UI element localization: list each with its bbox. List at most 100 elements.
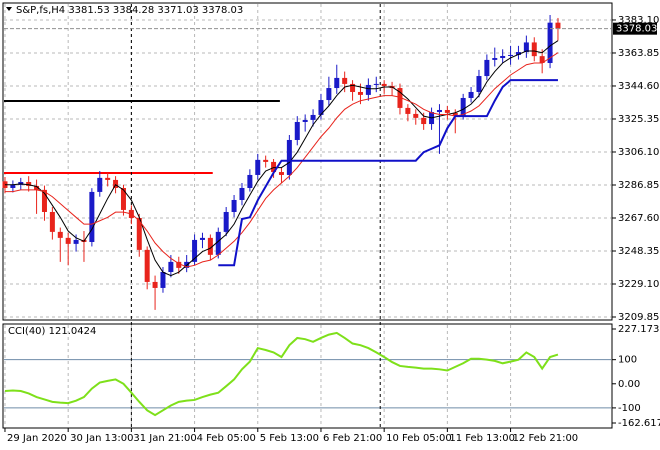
candle-body (73, 239, 79, 244)
y-tick-label: 3363.85 (618, 48, 659, 59)
candle-body (223, 211, 229, 232)
x-tick-label: 11 Feb 13:00 (449, 433, 515, 444)
candle-body (547, 22, 553, 64)
cci-line (4, 331, 559, 417)
candle-body (176, 261, 182, 268)
candle-body (192, 239, 198, 262)
candle-body (500, 55, 506, 59)
candle-body (484, 59, 490, 77)
candle-body (26, 181, 32, 186)
candle-body (97, 177, 103, 192)
candle-body (492, 58, 498, 60)
candle-body (302, 119, 308, 122)
candle-body (523, 42, 529, 53)
candle-body (144, 249, 150, 282)
y-tick-label: 3248.35 (618, 246, 659, 257)
candle-body (105, 177, 111, 180)
candle-body (160, 271, 166, 288)
chart-title: S&P,fs,H4 3381.53 3384.28 3371.03 3378.0… (16, 5, 243, 16)
y-tick-label: -162.6178 (618, 418, 660, 429)
x-tick-label: 10 Feb 05:00 (386, 433, 452, 444)
y-tick-label: 0.00 (618, 379, 640, 390)
candle-body (286, 139, 292, 175)
candle-body (334, 77, 340, 89)
candle-body (168, 261, 174, 272)
candle-body (539, 56, 545, 64)
cci-panel (2, 323, 613, 429)
candle-body (65, 237, 71, 244)
candle-body (555, 22, 561, 29)
candle-body (120, 187, 126, 210)
x-tick-label: 6 Feb 21:00 (323, 433, 382, 444)
y-tick-label: 3286.85 (618, 180, 659, 191)
candle-body (247, 174, 253, 188)
candle-body (397, 88, 403, 108)
candle-body (326, 88, 332, 101)
candle-body (49, 211, 55, 232)
candle-body (436, 109, 442, 113)
y-tick-label: 227.1735 (618, 324, 660, 335)
candle-body (350, 83, 356, 92)
x-tick-label: 29 Jan 2020 (7, 433, 67, 444)
candle-body (152, 281, 158, 288)
main-panel (2, 2, 613, 321)
candle-body (310, 114, 316, 120)
y-tick-label: 3383.10 (618, 15, 659, 26)
candle-body (278, 172, 284, 175)
candle-body (405, 107, 411, 114)
candle-body (294, 121, 300, 140)
price-label: 3378.03 (616, 24, 657, 35)
y-tick-label: 3325.35 (618, 114, 659, 125)
candle-body (10, 184, 16, 188)
indicator-line (4, 40, 559, 277)
candle-body (271, 161, 277, 173)
candle-body (342, 77, 348, 84)
y-tick-label: 3344.60 (618, 81, 659, 92)
y-tick-label: 3267.60 (618, 213, 659, 224)
candle-body (57, 231, 63, 238)
candle-body (365, 84, 371, 95)
cci-title: CCI(40) 121.0424 (8, 326, 96, 337)
candle-body (34, 185, 40, 190)
candle-body (508, 54, 514, 56)
x-tick-label: 5 Feb 13:00 (260, 433, 319, 444)
candle-body (381, 83, 387, 86)
candle-body (136, 217, 142, 250)
candle-body (468, 91, 474, 98)
candle-body (239, 187, 245, 200)
y-tick-label: 100 (618, 355, 637, 366)
candle-body (413, 113, 419, 118)
title-marker (6, 7, 12, 11)
x-tick-label: 31 Jan 21:00 (133, 433, 196, 444)
y-tick-label: 3229.10 (618, 279, 659, 290)
candle-body (255, 159, 261, 175)
candle-body (41, 189, 47, 212)
x-tick-label: 4 Feb 05:00 (197, 433, 256, 444)
x-tick-label: 12 Feb 21:00 (513, 433, 579, 444)
price-box (613, 22, 657, 35)
indicator-line (4, 52, 559, 268)
candle-body (263, 159, 269, 162)
candle-body (357, 91, 363, 95)
y-tick-label: 3306.10 (618, 147, 659, 158)
y-tick-label: 3209.85 (618, 312, 659, 323)
candle-body (444, 109, 450, 113)
candle-body (231, 199, 237, 212)
candle-body (373, 83, 379, 85)
candle-body (113, 179, 119, 188)
x-tick-label: 30 Jan 13:00 (70, 433, 133, 444)
y-tick-label: -100 (618, 403, 641, 414)
candle-body (460, 97, 466, 116)
candle-body (452, 112, 458, 116)
candle-body (531, 42, 537, 57)
candle-body (89, 191, 95, 242)
candle-body (199, 237, 205, 240)
candle-body (215, 231, 221, 255)
candle-body (476, 76, 482, 92)
candle-body (515, 52, 521, 55)
candle-body (421, 117, 427, 125)
candle-body (318, 100, 324, 115)
indicator-line (218, 79, 558, 267)
